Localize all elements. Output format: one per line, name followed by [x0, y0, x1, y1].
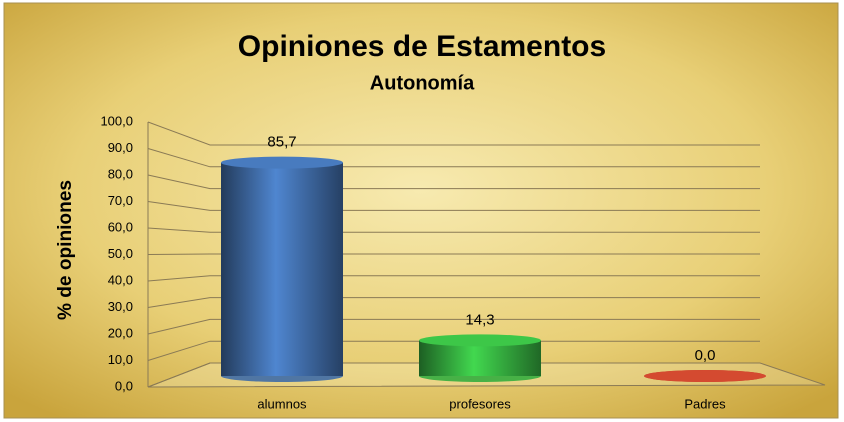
value-label: 85,7 [267, 134, 296, 151]
y-tick-label: 0,0 [115, 378, 133, 393]
bar-top [419, 334, 541, 347]
x-tick-label: Padres [684, 396, 726, 411]
x-tick-label: profesores [449, 396, 511, 411]
y-tick-label: 60,0 [108, 219, 133, 234]
y-axis-label: % de opiniones [55, 180, 76, 320]
bar-top [644, 370, 766, 382]
y-tick-label: 30,0 [108, 299, 133, 314]
y-tick-label: 100,0 [100, 113, 133, 128]
y-tick-label: 80,0 [108, 166, 133, 181]
bar-top [221, 156, 343, 169]
y-tick-label: 40,0 [108, 272, 133, 287]
grid-line [147, 297, 760, 308]
grid-line [147, 318, 760, 335]
value-label: 14,3 [465, 311, 494, 328]
grid-line [147, 174, 760, 190]
grid-line [147, 227, 760, 233]
grid-line [147, 148, 760, 168]
x-tick-label: alumnos [257, 396, 307, 411]
grid-line [147, 201, 760, 211]
value-label: 0,0 [695, 347, 716, 364]
grid-line [147, 275, 760, 282]
y-tick-label: 70,0 [108, 193, 133, 208]
y-tick-label: 50,0 [108, 246, 133, 261]
y-tick-label: 10,0 [108, 352, 133, 367]
grid-line [147, 121, 760, 146]
grid-line [147, 253, 760, 255]
grid-line [147, 340, 760, 361]
bar [221, 162, 343, 376]
y-tick-label: 20,0 [108, 325, 133, 340]
y-tick-label: 90,0 [108, 140, 133, 155]
grid-line [147, 362, 760, 388]
chart-title: Opiniones de Estamentos [238, 30, 606, 63]
chart-subtitle: Autonomía [370, 72, 475, 94]
